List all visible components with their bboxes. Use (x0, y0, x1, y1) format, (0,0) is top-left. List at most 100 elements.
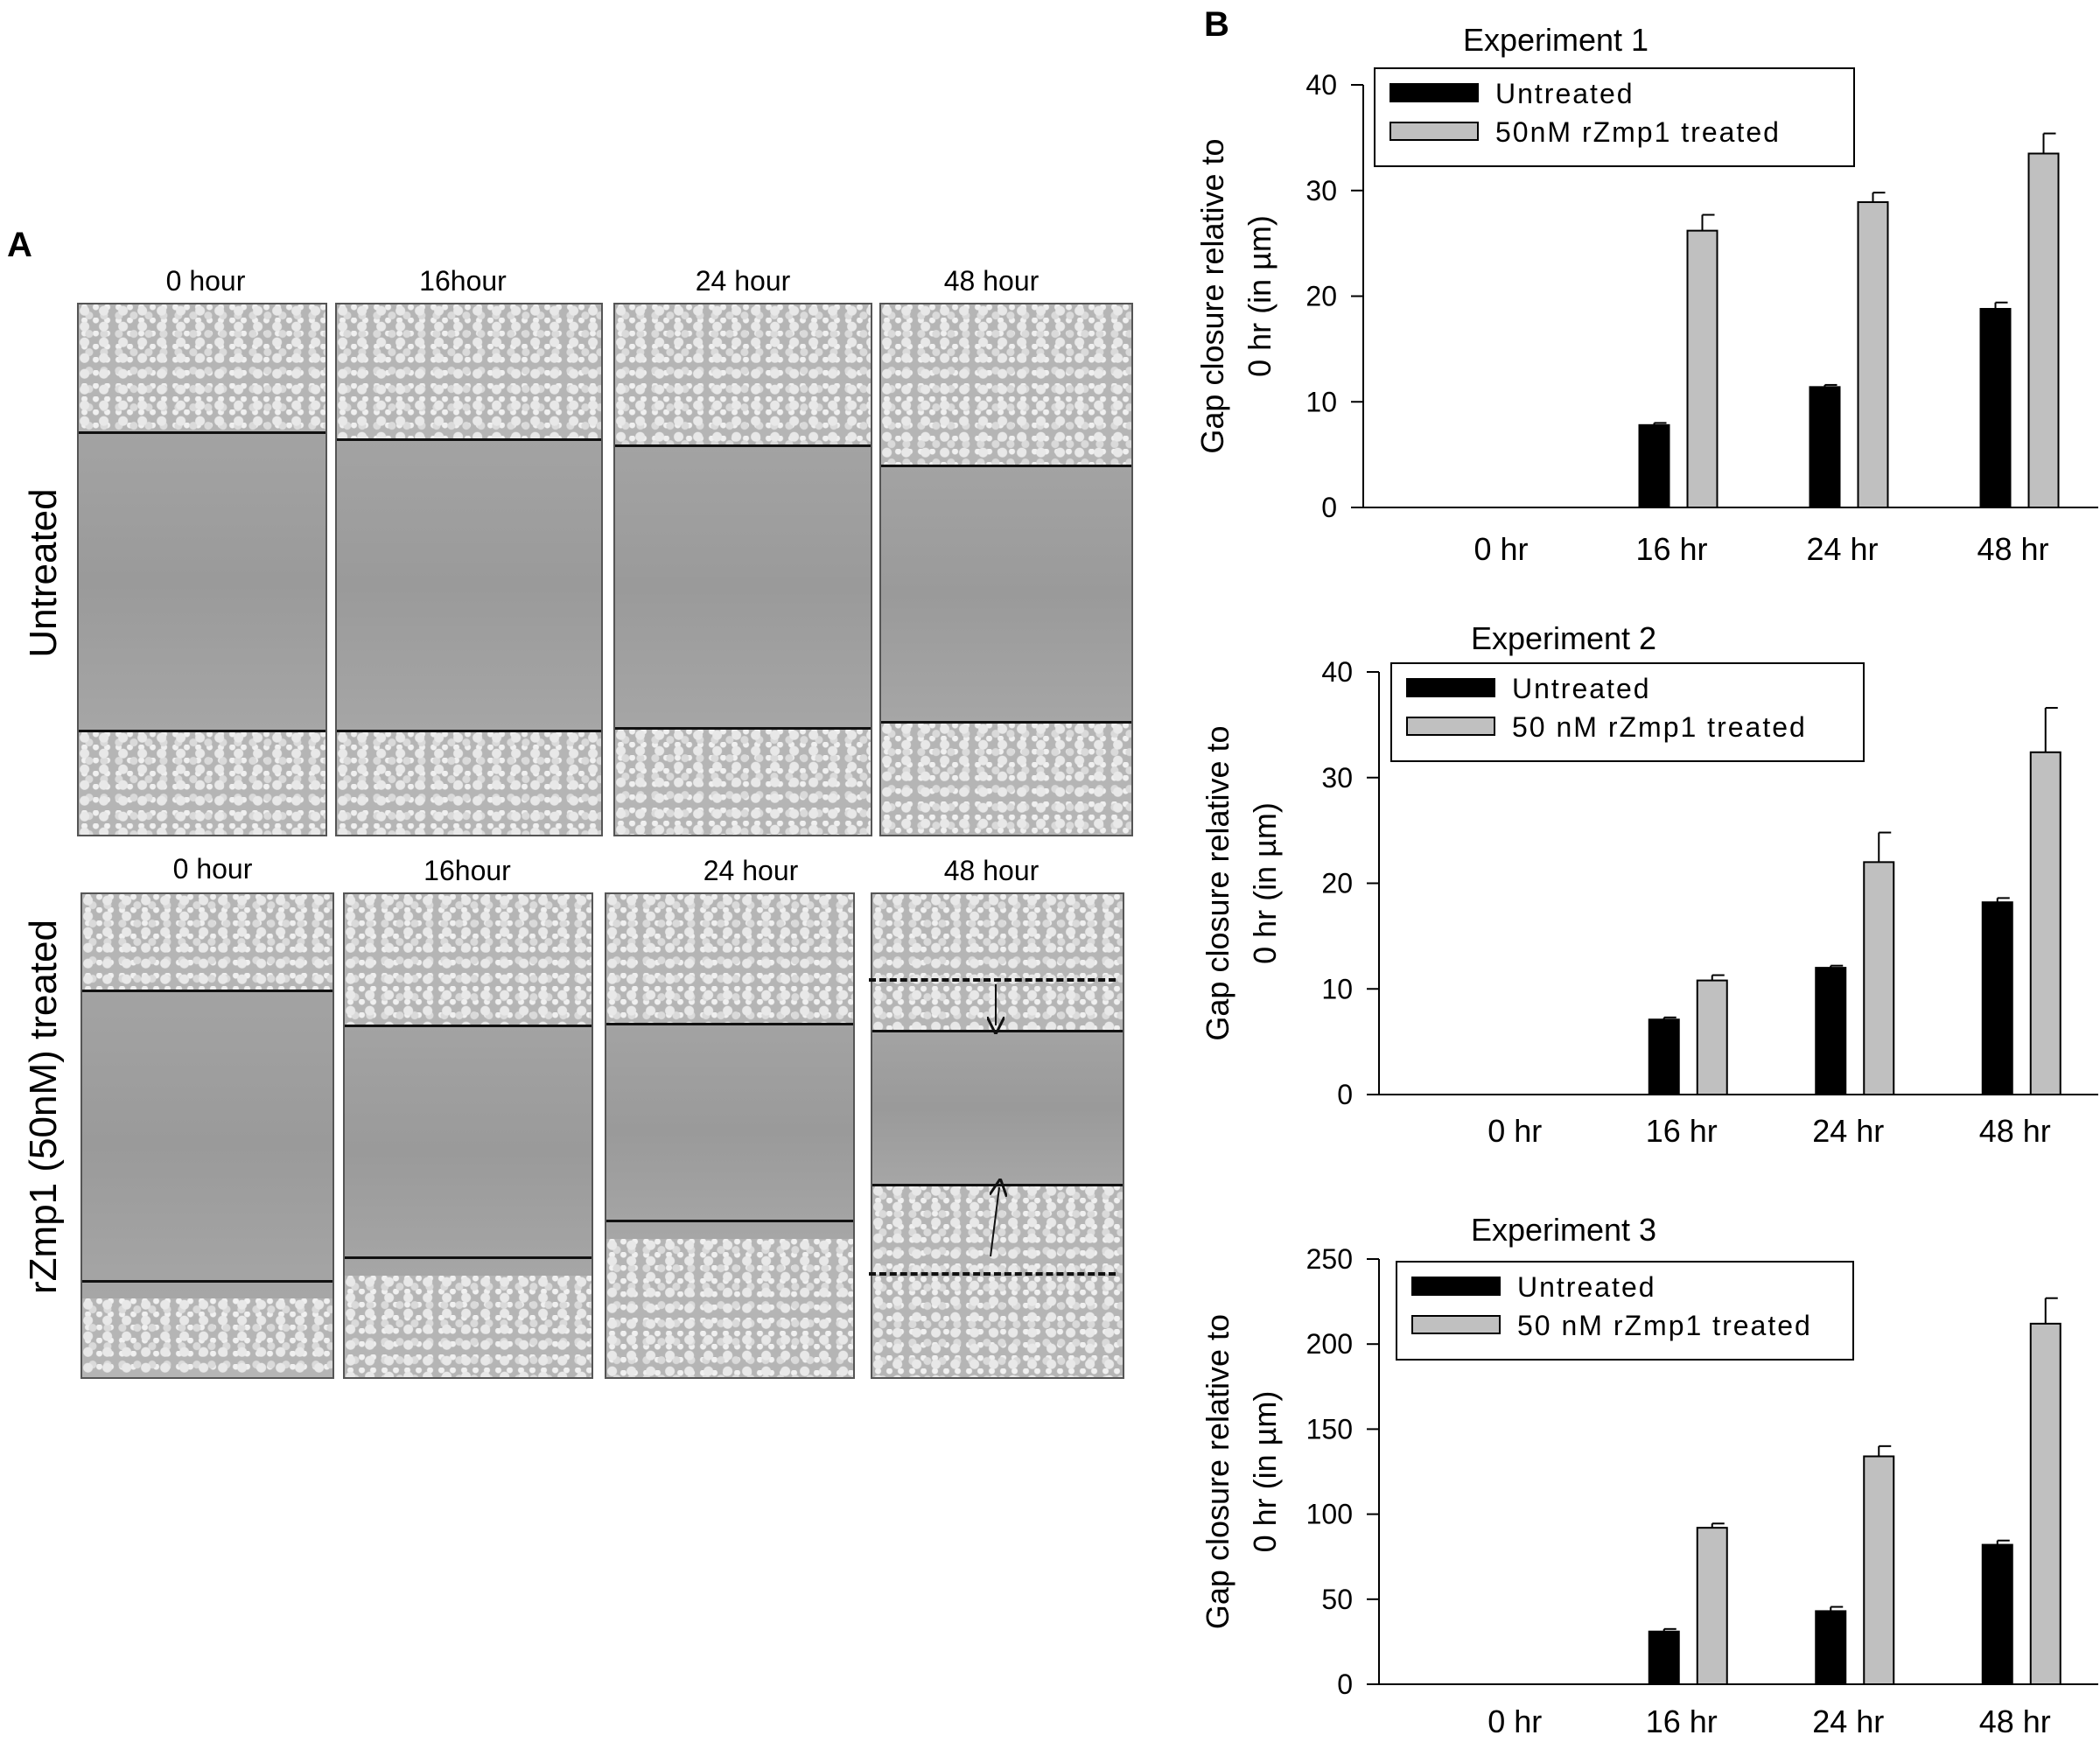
original-gap-dashed-line (869, 1272, 1116, 1276)
gap-edge-line (606, 1220, 853, 1222)
x-tick-label: 48 hr (1979, 1113, 2051, 1149)
micrograph-treated-16h (343, 892, 593, 1379)
legend-swatch (1406, 678, 1495, 697)
y-axis-label: Gap closure relative to (1194, 138, 1230, 453)
y-tick-label: 0 (1337, 1669, 1353, 1700)
x-tick-label: 16 hr (1646, 1113, 1718, 1149)
micrograph-treated-24h (605, 892, 855, 1379)
legend-swatch (1390, 83, 1479, 102)
y-tick-label: 10 (1321, 973, 1353, 1004)
chart-title: Experiment 2 (1471, 620, 1656, 656)
gap-edge-line (337, 438, 601, 441)
bar-treated (2029, 751, 2062, 1096)
micrograph-untreated-0h (77, 303, 327, 836)
legend-label: 50nM rZmp1 treated (1495, 116, 1781, 148)
gap-edge-line (345, 1256, 592, 1259)
bar-untreated (1815, 967, 1847, 1095)
gap-edge-line (345, 1025, 592, 1027)
panel-a-letter: A (7, 226, 32, 264)
bar-untreated (1981, 1543, 2013, 1686)
y-tick-label: 20 (1321, 868, 1353, 899)
bar-treated (1696, 979, 1728, 1095)
timepoint-label: 24 hour (703, 855, 799, 886)
y-tick-label: 40 (1321, 656, 1353, 688)
legend-label: 50 nM rZmp1 treated (1517, 1310, 1812, 1341)
y-tick-label: 150 (1306, 1413, 1353, 1445)
gap-edge-line (79, 431, 326, 434)
gap-edge-line (82, 990, 332, 992)
timepoint-label: 48 hour (943, 265, 1040, 297)
bar-untreated (1648, 1630, 1680, 1685)
gap-edge-line (615, 727, 871, 730)
bar-untreated (1648, 1018, 1680, 1095)
bar-untreated (1981, 901, 2013, 1095)
gap-edge-line (337, 730, 601, 732)
y-tick-label: 50 (1321, 1584, 1353, 1615)
micrograph-untreated-24h (613, 303, 872, 836)
x-tick-label: 16 hr (1635, 531, 1707, 567)
y-tick-label: 0 (1321, 492, 1337, 523)
x-tick-label: 24 hr (1812, 1704, 1884, 1739)
bar-untreated (1815, 1610, 1847, 1685)
x-tick-label: 24 hr (1806, 531, 1878, 567)
x-tick-label: 0 hr (1488, 1113, 1542, 1149)
gap-edge-line (881, 721, 1131, 724)
legend-swatch (1390, 122, 1479, 141)
legend-box (1374, 67, 1855, 167)
y-tick-label: 100 (1306, 1499, 1353, 1530)
panel-b-letter: B (1204, 5, 1229, 44)
timepoint-label: 0 hour (165, 265, 246, 297)
timepoint-label: 0 hour (172, 853, 253, 885)
gap-edge-line (82, 1280, 332, 1283)
bar-treated (1863, 861, 1895, 1095)
y-tick-label: 30 (1306, 175, 1337, 206)
timepoint-label: 24 hour (695, 265, 791, 297)
x-tick-label: 48 hr (1977, 531, 2048, 567)
micrograph-treated-0h (80, 892, 334, 1379)
y-tick-label: 250 (1306, 1243, 1353, 1275)
micrograph-untreated-16h (335, 303, 603, 836)
original-gap-dashed-line (869, 978, 1116, 982)
gap-edge-line (615, 444, 871, 447)
y-tick-label: 40 (1306, 69, 1337, 101)
legend-swatch (1411, 1277, 1501, 1296)
x-tick-label: 0 hr (1488, 1704, 1542, 1739)
bar-untreated (1638, 423, 1670, 508)
y-axis-label: Gap closure relative to (1200, 725, 1236, 1040)
x-tick-label: 24 hr (1812, 1113, 1884, 1149)
bar-treated (1857, 201, 1889, 508)
bar-treated (1863, 1455, 1895, 1686)
bar-untreated (1979, 307, 2012, 508)
y-axis-label: 0 hr (in µm) (1242, 215, 1278, 377)
bar-treated (2029, 1322, 2062, 1685)
micrograph-untreated-48h (879, 303, 1133, 836)
legend-swatch (1406, 717, 1495, 736)
bar-treated (1686, 229, 1718, 508)
y-axis-label: 0 hr (in µm) (1247, 1391, 1283, 1553)
y-tick-label: 30 (1321, 762, 1353, 794)
legend-label: Untreated (1495, 78, 1634, 109)
x-tick-label: 0 hr (1474, 531, 1528, 567)
legend-label: Untreated (1512, 673, 1651, 704)
y-tick-label: 200 (1306, 1328, 1353, 1360)
chart-title: Experiment 1 (1463, 22, 1648, 58)
y-tick-label: 10 (1306, 386, 1337, 417)
gap-edge-line (79, 730, 326, 732)
y-axis-label: 0 hr (in µm) (1247, 802, 1283, 964)
y-tick-label: 20 (1306, 281, 1337, 312)
legend-label: 50 nM rZmp1 treated (1512, 711, 1807, 743)
gap-edge-line (606, 1023, 853, 1025)
x-tick-label: 48 hr (1979, 1704, 2051, 1739)
micrograph-treated-48h (871, 892, 1124, 1379)
timepoint-label: 48 hour (943, 855, 1040, 886)
y-axis-label: Gap closure relative to (1200, 1314, 1236, 1629)
bar-untreated (1809, 386, 1841, 508)
y-tick-label: 0 (1337, 1079, 1353, 1110)
bar-treated (1696, 1527, 1728, 1685)
timepoint-label: 16hour (419, 265, 507, 297)
bar-treated (2027, 152, 2060, 509)
legend-swatch (1411, 1315, 1501, 1334)
chart-title: Experiment 3 (1471, 1212, 1656, 1248)
x-tick-label: 16 hr (1646, 1704, 1718, 1739)
